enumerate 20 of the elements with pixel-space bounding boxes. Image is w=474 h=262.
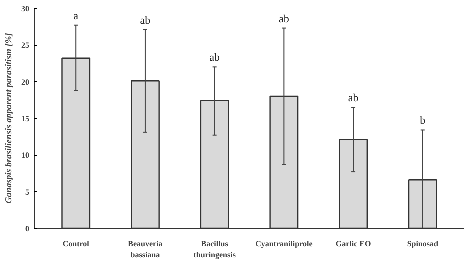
y-tick-label: 5	[26, 188, 30, 197]
annotation: a	[74, 10, 79, 22]
annotation: ab	[278, 13, 290, 26]
x-tick-label: Garlic EO	[336, 240, 372, 248]
y-tick-label: 15	[22, 114, 30, 124]
x-tick-label: Beauveria bassiana	[128, 240, 163, 260]
x-tick-label: Control	[62, 240, 90, 248]
y-tick-label: 30	[22, 4, 30, 14]
y-tick-label: 25	[22, 41, 30, 50]
annotation: ab	[140, 14, 152, 27]
annotation: ab	[210, 52, 221, 64]
y-axis-title: Ganaspis brasiliensis apparent parasitism [%]	[4, 33, 14, 204]
annotation: b	[420, 115, 426, 128]
y-tick-label: 20	[22, 78, 30, 87]
x-tick-label: Bacillus thuringensis	[194, 240, 236, 260]
y-tick-label: 10	[22, 151, 30, 160]
y-tick-label: 0	[26, 224, 30, 234]
x-tick-label: Cyantraniliprole	[256, 240, 314, 248]
annotation: ab	[348, 92, 360, 104]
x-tick-label: Spinosad	[407, 240, 440, 248]
